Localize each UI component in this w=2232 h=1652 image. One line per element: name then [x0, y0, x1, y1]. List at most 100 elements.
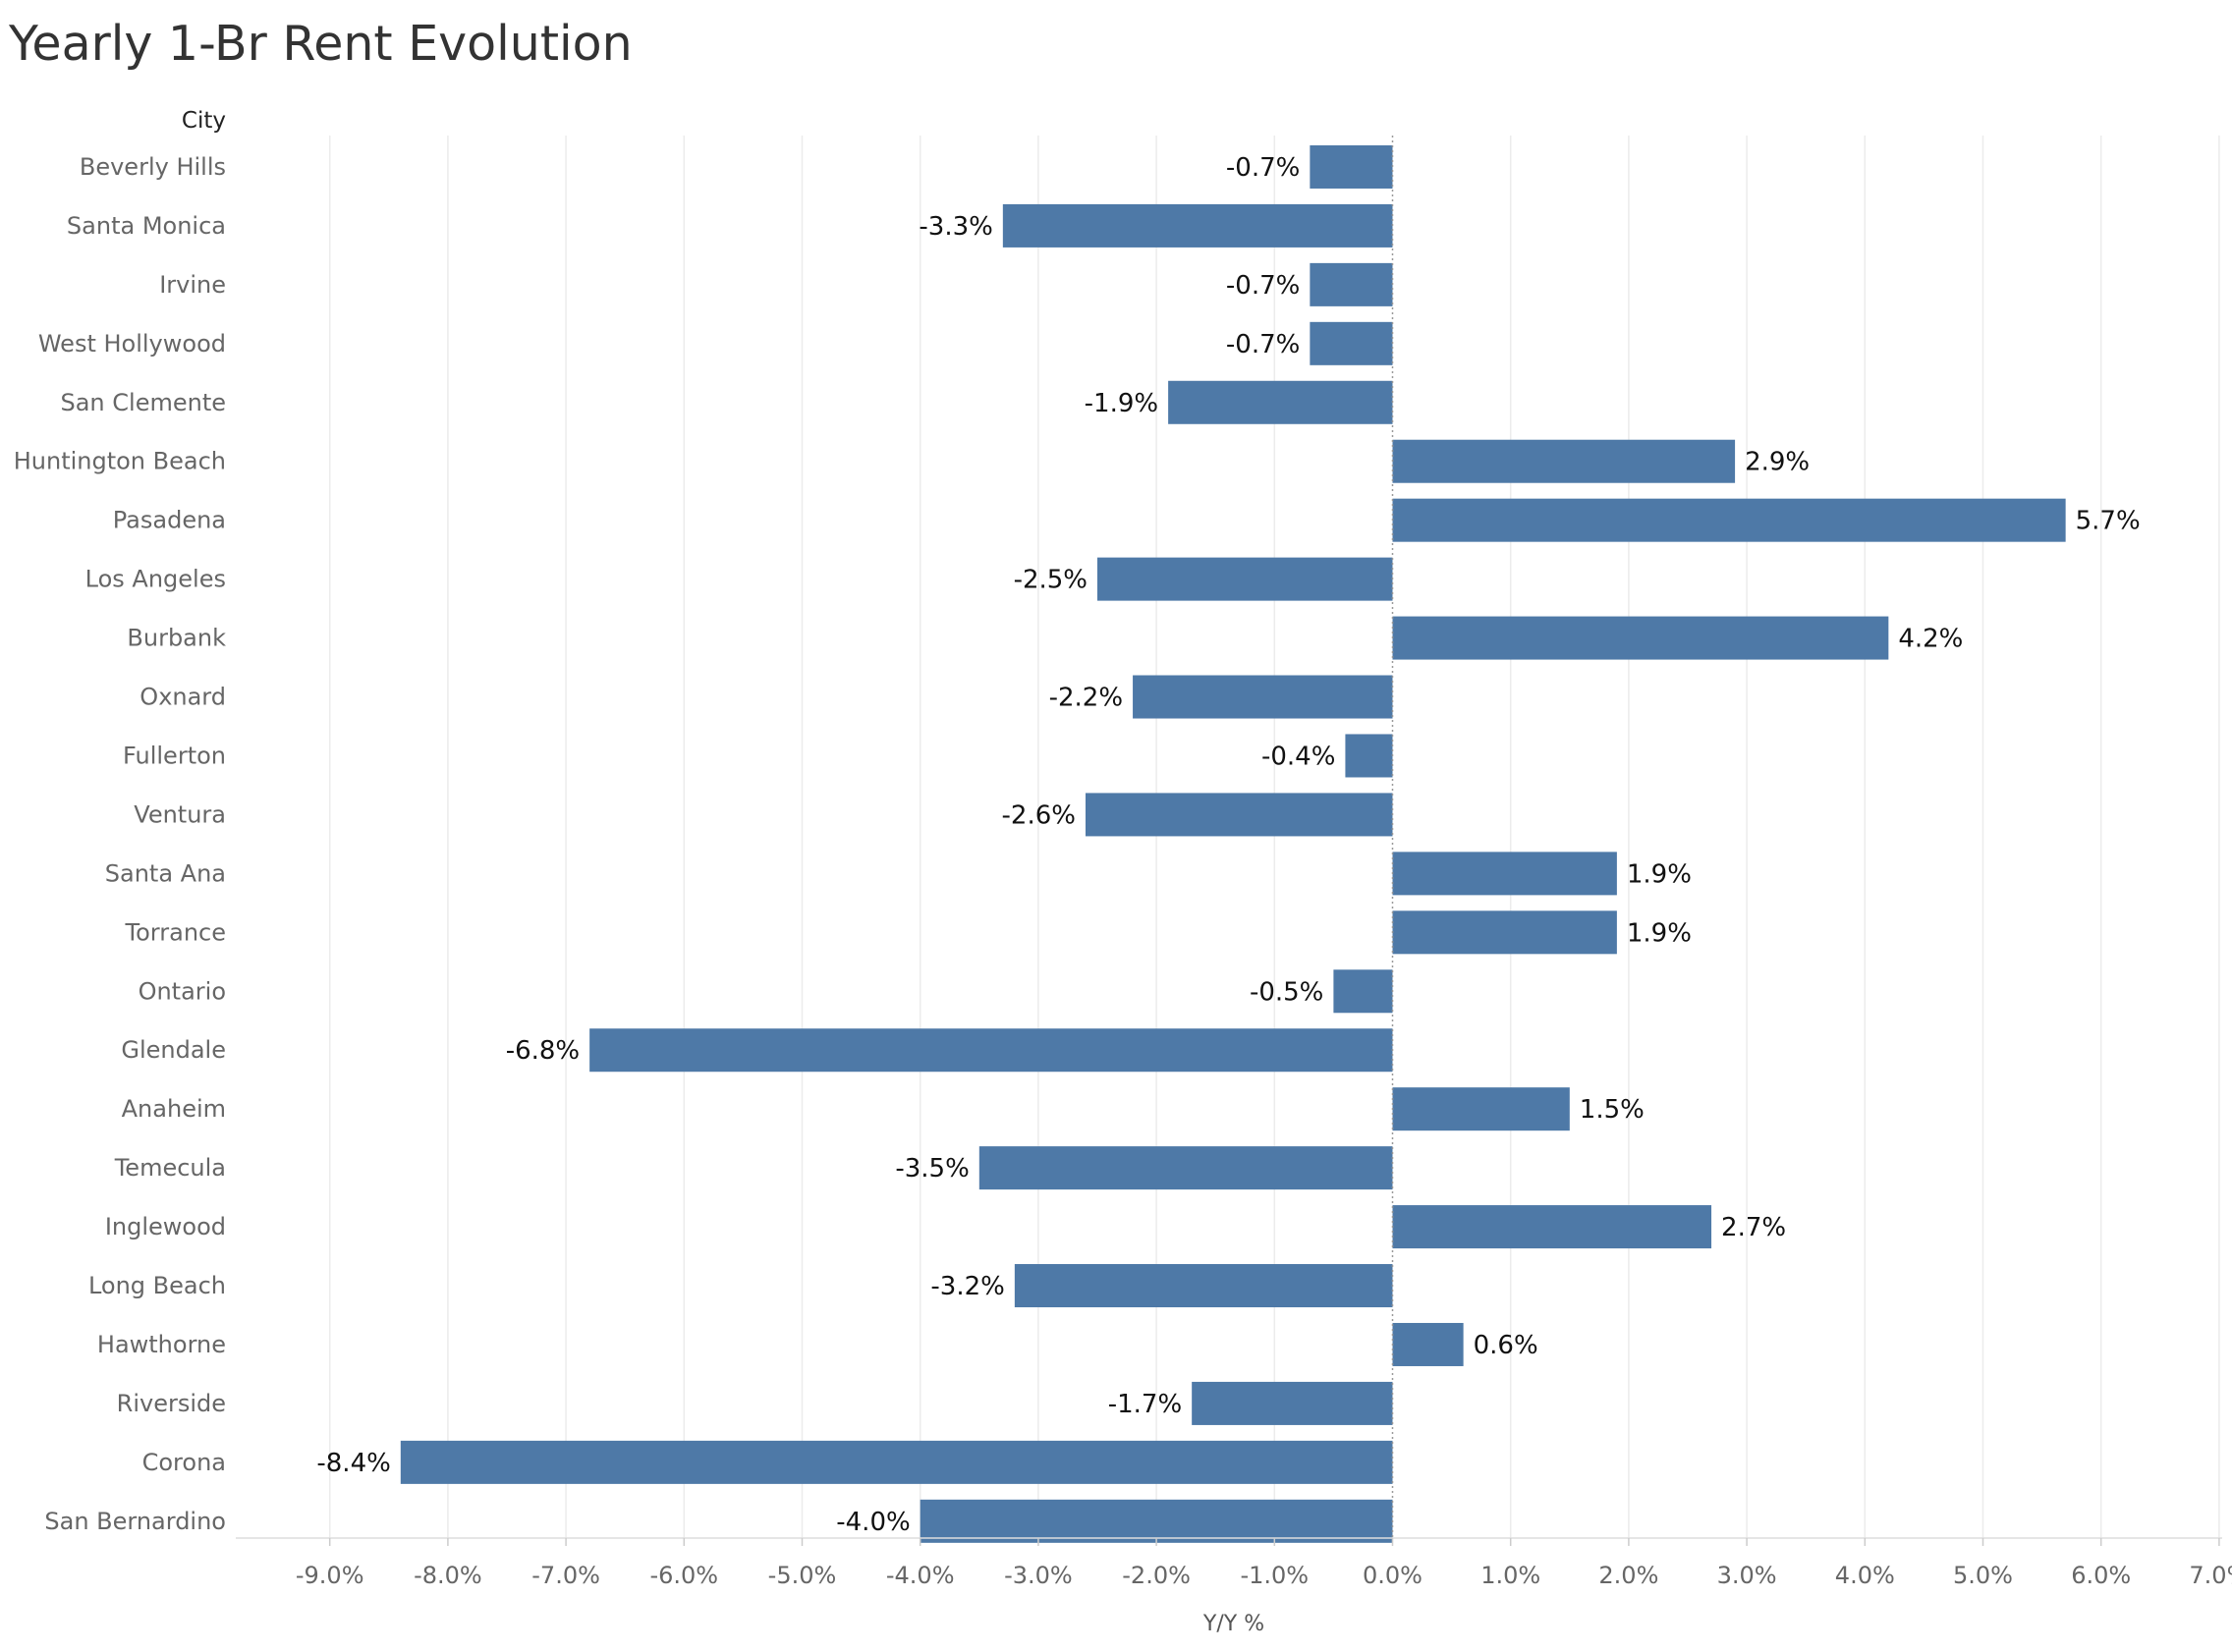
category-label: Long Beach	[88, 1272, 226, 1299]
x-tick-label: 2.0%	[1598, 1562, 1658, 1589]
category-label: Anaheim	[122, 1095, 226, 1123]
bar-15	[589, 1028, 1393, 1073]
x-tick-label: -2.0%	[1122, 1562, 1191, 1589]
category-label: Santa Monica	[67, 212, 226, 240]
x-tick-labels: -9.0% -8.0% -7.0% -6.0% -5.0% -4.0% -3.0% -2.0%…	[296, 1562, 2232, 1589]
category-label: San Clemente	[60, 389, 226, 416]
bar-13	[1392, 910, 1617, 955]
data-label: -2.5%	[1014, 566, 1088, 595]
bar-6	[1392, 498, 2066, 542]
category-label: Huntington Beach	[14, 448, 226, 475]
category-label: Glendale	[121, 1036, 226, 1064]
data-label: -3.2%	[930, 1272, 1004, 1301]
category-label: Burbank	[127, 625, 226, 652]
category-label: Inglewood	[105, 1213, 226, 1240]
bar-21	[1192, 1381, 1393, 1425]
category-label: Corona	[142, 1449, 226, 1476]
bar-1	[1002, 203, 1393, 248]
bar-10	[1345, 734, 1393, 778]
data-label: -3.5%	[895, 1154, 969, 1184]
category-label: Irvine	[159, 271, 226, 299]
bar-14	[1333, 969, 1393, 1014]
category-label: Ventura	[134, 800, 226, 828]
data-label: 1.9%	[1627, 859, 1692, 889]
data-label: 2.7%	[1721, 1213, 1786, 1242]
bar-4	[1168, 380, 1393, 424]
data-label: -6.8%	[506, 1036, 580, 1066]
bar-3	[1310, 321, 1393, 365]
data-label: -3.3%	[919, 212, 992, 242]
x-tick-label: -7.0%	[531, 1562, 600, 1589]
bar-9	[1133, 675, 1393, 719]
x-tick-label: 1.0%	[1480, 1562, 1540, 1589]
bars	[400, 144, 2066, 1543]
data-label: -4.0%	[836, 1508, 910, 1537]
bar-11	[1085, 793, 1393, 837]
bar-17	[978, 1146, 1393, 1190]
category-label: Pasadena	[113, 507, 226, 534]
category-label: San Bernardino	[44, 1508, 226, 1535]
data-label: -0.7%	[1226, 330, 1300, 359]
category-label: Riverside	[117, 1390, 226, 1417]
category-label: Oxnard	[140, 684, 226, 711]
data-labels: -0.7% -3.3% -0.7% -0.7% -1.9% 2.9% 5.7% -2.5% 4.…	[316, 153, 2140, 1537]
x-tick-label: 6.0%	[2071, 1562, 2131, 1589]
bar-5	[1392, 439, 1736, 483]
data-label: -0.4%	[1261, 742, 1335, 771]
data-label: -0.7%	[1226, 153, 1300, 183]
category-label: Beverly Hills	[80, 153, 226, 181]
data-label: -0.5%	[1250, 977, 1323, 1007]
data-label: 1.9%	[1627, 918, 1692, 948]
x-tick-label: -5.0%	[768, 1562, 837, 1589]
category-label: Temecula	[114, 1154, 226, 1182]
bar-23	[920, 1499, 1393, 1543]
x-tick-label: -9.0%	[296, 1562, 364, 1589]
x-tick-label: 5.0%	[1953, 1562, 2013, 1589]
data-label: -0.7%	[1226, 271, 1300, 301]
category-label: Los Angeles	[85, 566, 226, 593]
x-axis-title: Y/Y %	[1202, 1612, 1264, 1636]
data-label: 0.6%	[1474, 1331, 1538, 1360]
bar-20	[1392, 1322, 1464, 1366]
category-label: Torrance	[125, 918, 226, 946]
gridlines	[328, 136, 2220, 1538]
category-label: Ontario	[139, 977, 226, 1005]
x-tick-label: -8.0%	[414, 1562, 482, 1589]
x-tick-label: 0.0%	[1363, 1562, 1423, 1589]
bar-2	[1310, 262, 1393, 306]
data-label: 5.7%	[2076, 507, 2141, 536]
category-label: West Hollywood	[38, 330, 226, 358]
data-label: -1.9%	[1085, 389, 1158, 418]
bar-22	[400, 1440, 1393, 1484]
data-label: 1.5%	[1580, 1095, 1645, 1125]
x-tick-label: -4.0%	[886, 1562, 955, 1589]
chart-title: Yearly 1-Br Rent Evolution	[9, 16, 633, 72]
category-label: Fullerton	[123, 742, 226, 769]
bar-18	[1392, 1205, 1712, 1249]
data-label: -2.6%	[1002, 800, 1076, 830]
x-tick-label: -6.0%	[649, 1562, 718, 1589]
bar-8	[1392, 616, 1889, 660]
category-label: Hawthorne	[97, 1331, 226, 1358]
row-header-city: City	[182, 108, 226, 134]
category-label: Santa Ana	[105, 859, 226, 887]
x-axis	[236, 1537, 2222, 1546]
x-tick-label: 4.0%	[1835, 1562, 1895, 1589]
data-label: -2.2%	[1049, 684, 1123, 713]
bar-16	[1392, 1087, 1570, 1131]
category-labels: Beverly Hills Santa Monica Irvine West Holl…	[14, 153, 226, 1535]
bar-7	[1097, 557, 1393, 601]
x-tick-label: -3.0%	[1004, 1562, 1073, 1589]
x-tick-label: -1.0%	[1240, 1562, 1309, 1589]
data-label: 2.9%	[1745, 448, 1810, 477]
data-label: -8.4%	[316, 1449, 390, 1478]
x-tick-label: 3.0%	[1717, 1562, 1777, 1589]
bar-19	[1014, 1264, 1393, 1308]
bar-0	[1310, 144, 1393, 189]
bar-12	[1392, 852, 1617, 896]
data-label: -1.7%	[1108, 1390, 1182, 1419]
x-tick-label: 7.0%	[2189, 1562, 2232, 1589]
data-label: 4.2%	[1898, 625, 1963, 654]
